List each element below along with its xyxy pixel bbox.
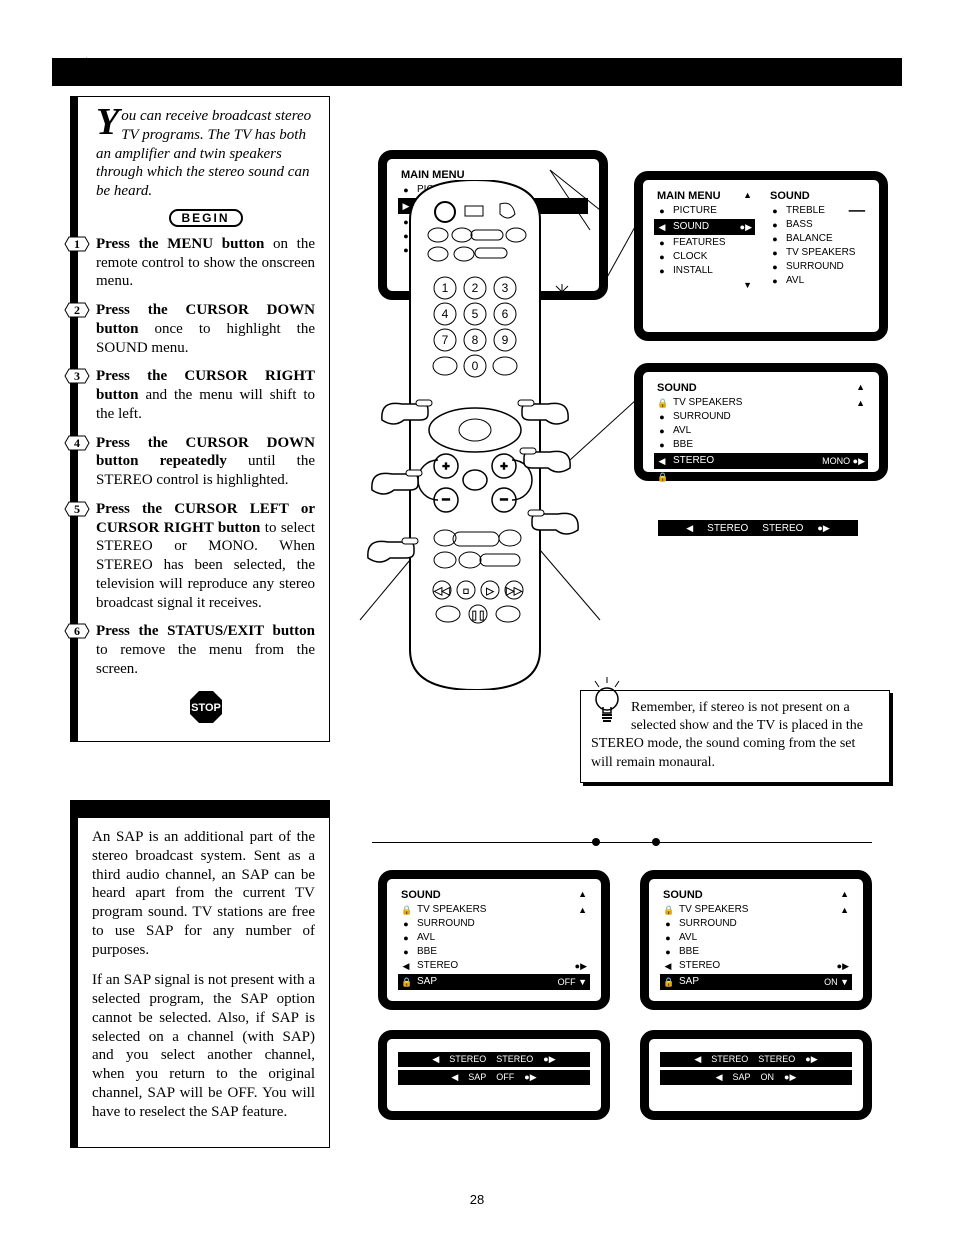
svg-text:+: +	[442, 459, 449, 473]
tip-text: Remember, if stereo is not present on a …	[591, 700, 863, 770]
svg-text:8: 8	[472, 333, 479, 347]
remote-control: 1 2 3 4 5 6 7 8 9 0 + − + − ◀◀ ■ ▶ ▶▶ ❚❚	[390, 180, 560, 690]
svg-text:−: −	[500, 491, 508, 507]
osd-sound-overview: MAIN MENU▲ ●PICTURE◀SOUND●▶●FEATURES●CLO…	[634, 171, 888, 341]
sap-p2: If an SAP signal is not present with a s…	[92, 971, 315, 1121]
osd-sap-off: SOUND▲ 🔒TV SPEAKERS▲ ●SURROUND ●AVL ●BBE…	[378, 870, 610, 1010]
header-bar	[52, 58, 902, 86]
svg-text:3: 3	[502, 281, 509, 295]
svg-text:▶: ▶	[487, 586, 494, 596]
osd-sap-on: SOUND▲ 🔒TV SPEAKERS▲ ●SURROUND ●AVL ●BBE…	[640, 870, 872, 1010]
svg-text:2: 2	[74, 303, 80, 317]
svg-text:−: −	[442, 491, 450, 507]
instructions-panel: You can receive broadcast stereo TV prog…	[70, 96, 330, 742]
svg-text:4: 4	[74, 436, 80, 450]
svg-text:9: 9	[502, 333, 509, 347]
svg-text:0: 0	[472, 359, 479, 373]
svg-text:5: 5	[472, 307, 479, 321]
svg-text:6: 6	[74, 624, 80, 638]
section-divider	[372, 840, 872, 844]
svg-text:1: 1	[442, 281, 449, 295]
svg-text:❚❚: ❚❚	[470, 610, 485, 621]
svg-text:4: 4	[442, 307, 449, 321]
step-5: 5Press the CURSOR LEFT or CURSOR RIGHT b…	[96, 500, 315, 613]
step-4: 4Press the CURSOR DOWN button repeatedly…	[96, 434, 315, 490]
osd-sap-bar-off: ◀STEREOSTEREO●▶◀SAPOFF●▶	[378, 1030, 610, 1120]
intro-text: You can receive broadcast stereo TV prog…	[96, 107, 315, 201]
step-1: 1Press the MENU button on the remote con…	[96, 235, 315, 291]
speaker-icon	[54, 56, 94, 86]
step-6: 6Press the STATUS/EXIT button to remove …	[96, 622, 315, 678]
begin-badge: BEGIN	[169, 209, 243, 227]
svg-text:7: 7	[442, 333, 449, 347]
stop-badge: STOP	[188, 689, 224, 725]
svg-text:+: +	[500, 459, 507, 473]
svg-text:5: 5	[74, 502, 80, 516]
svg-text:▶▶: ▶▶	[506, 586, 522, 597]
lightbulb-icon	[589, 677, 625, 723]
svg-text:1: 1	[74, 237, 80, 251]
svg-text:■: ■	[463, 586, 468, 596]
svg-text:STOP: STOP	[191, 702, 221, 714]
svg-text:◀◀: ◀◀	[434, 586, 450, 597]
tip-box: Remember, if stereo is not present on a …	[580, 690, 890, 783]
page-number: 28	[470, 1192, 484, 1207]
sap-p1: An SAP is an additional part of the ster…	[92, 828, 315, 959]
osd-sound-stereo: SOUND▲ 🔒TV SPEAKERS▲●SURROUND●AVL●BBE◀ST…	[634, 363, 888, 481]
osd-sap-bar-on: ◀STEREOSTEREO●▶◀SAPON●▶	[640, 1030, 872, 1120]
sap-panel: An SAP is an additional part of the ster…	[70, 800, 330, 1148]
svg-text:2: 2	[472, 281, 479, 295]
osd-stereo-result: ◀ STEREO STEREO ●▶	[658, 520, 858, 536]
svg-text:6: 6	[502, 307, 509, 321]
step-2: 2Press the CURSOR DOWN button once to hi…	[96, 301, 315, 357]
step-3: 3Press the CURSOR RIGHT button and the m…	[96, 367, 315, 423]
svg-text:3: 3	[74, 369, 80, 383]
